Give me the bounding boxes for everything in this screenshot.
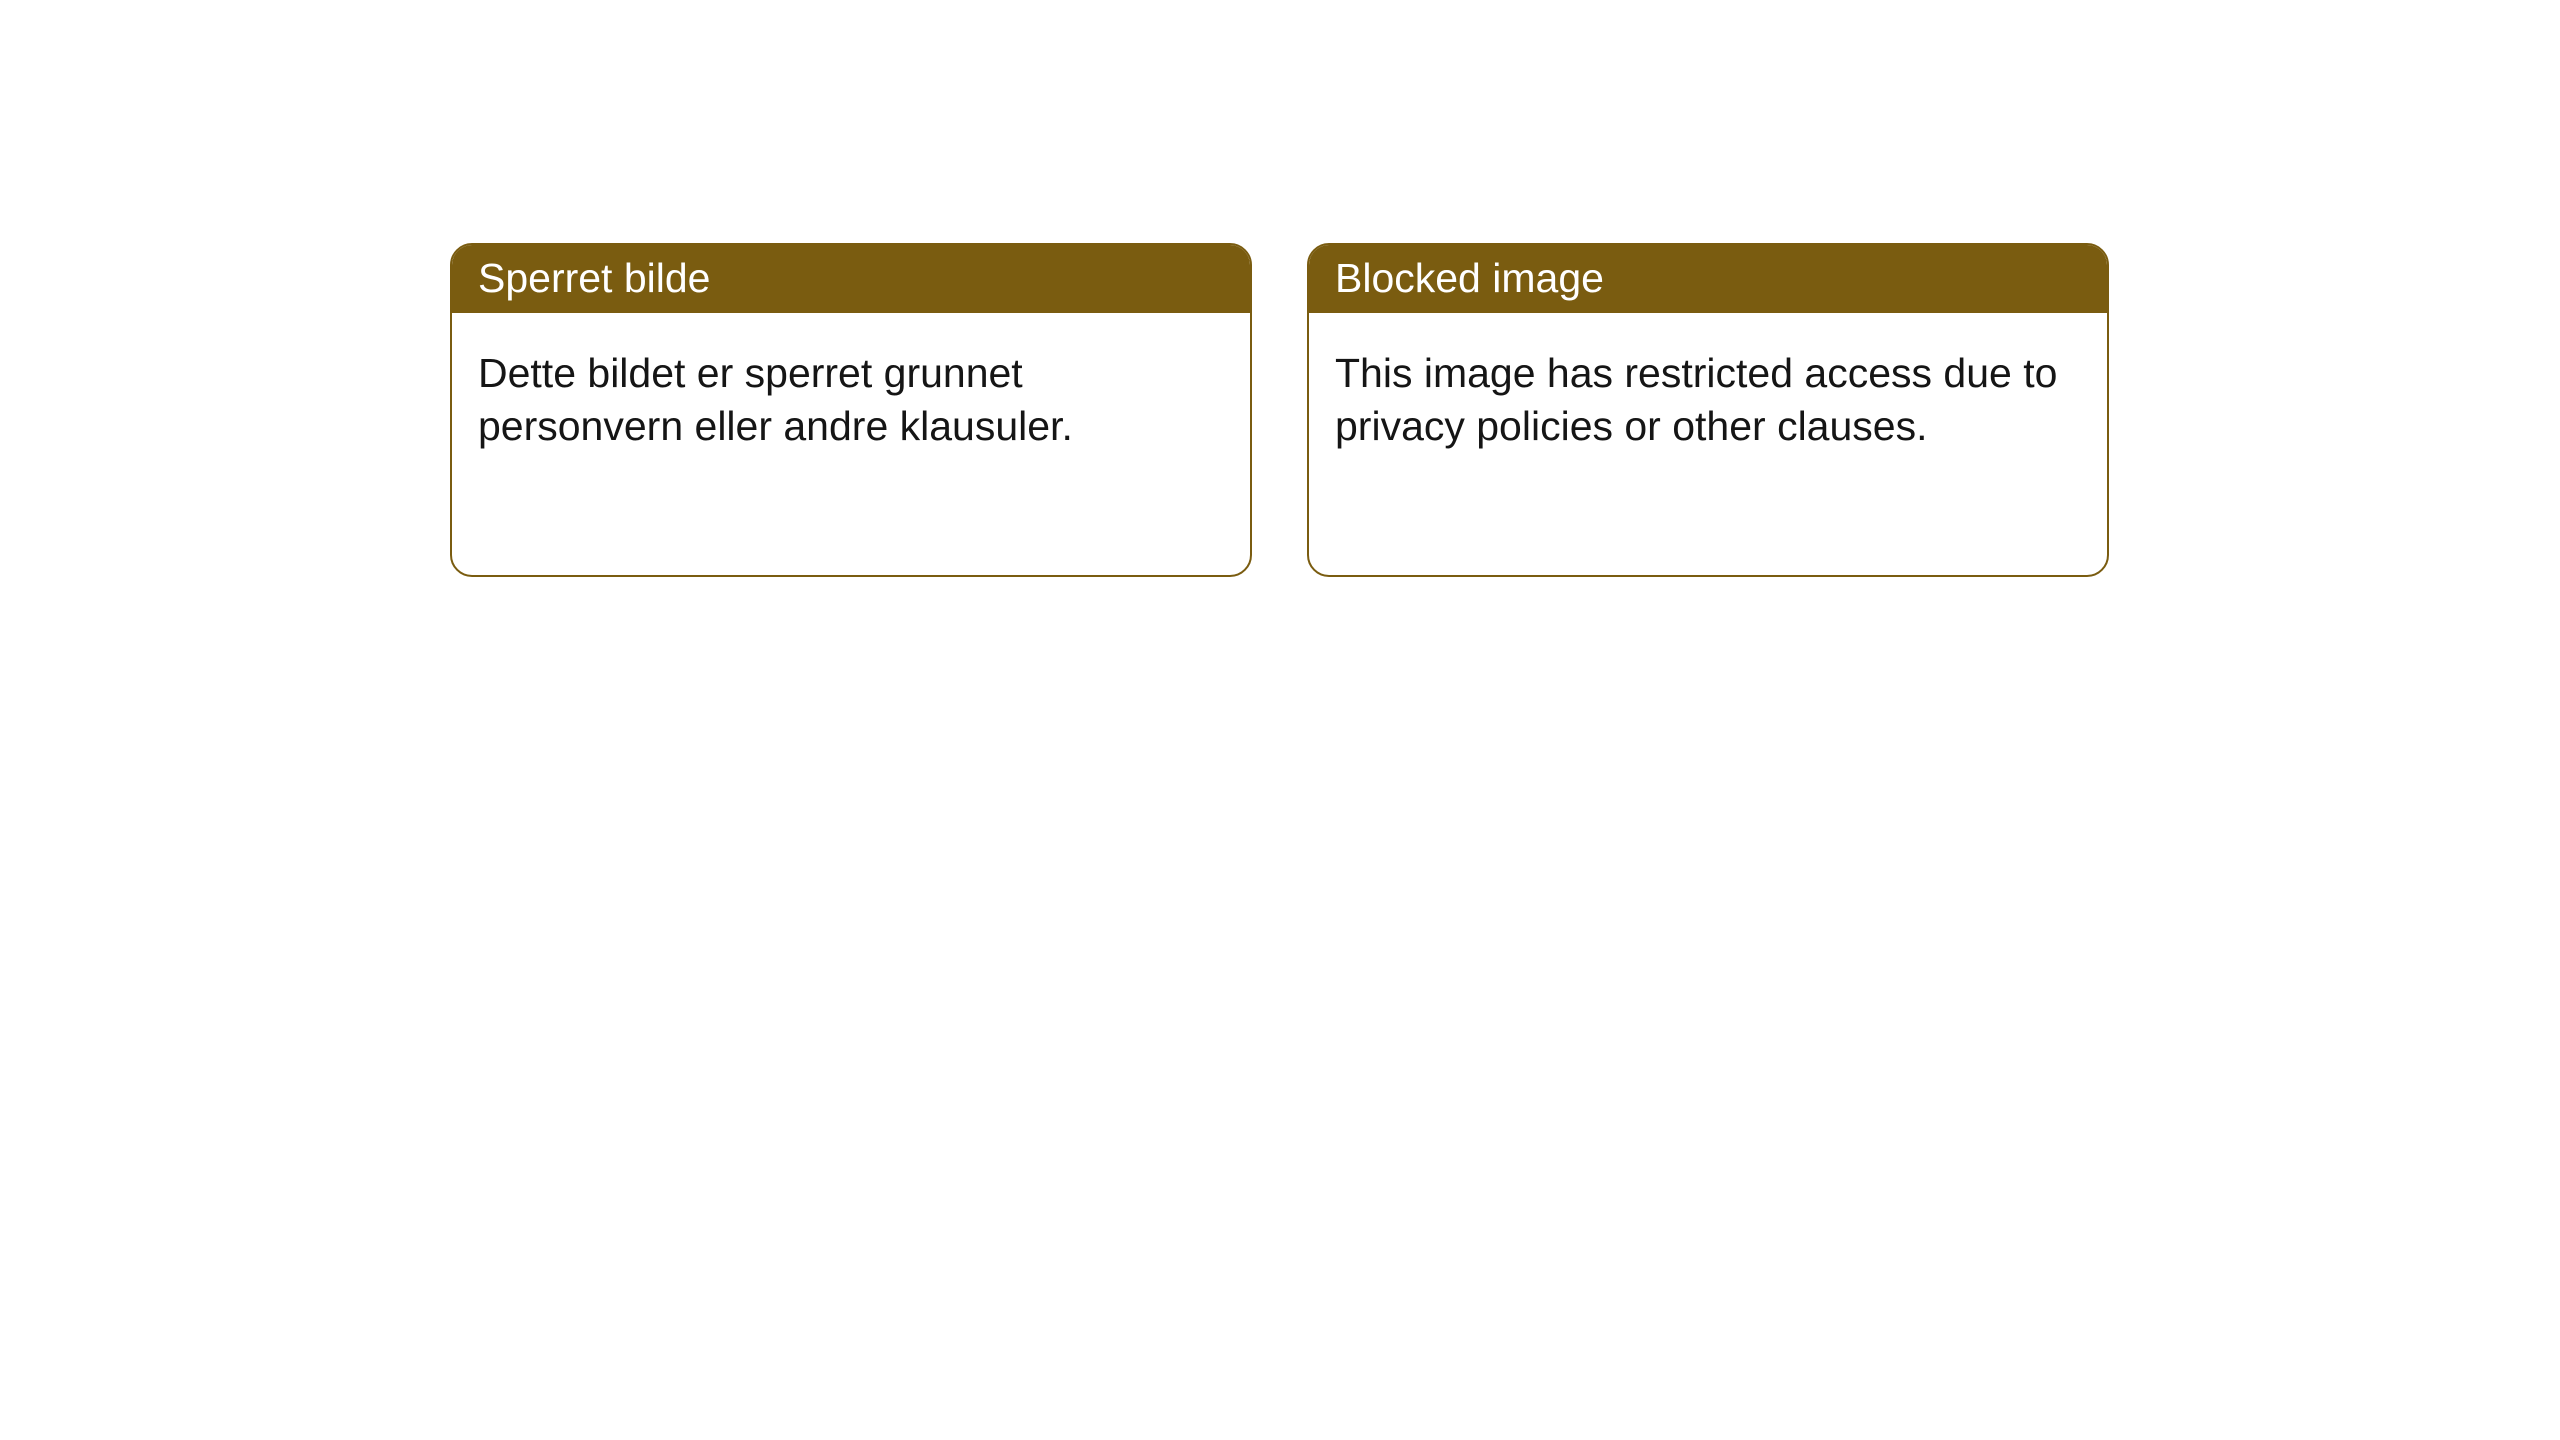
notice-header-norwegian: Sperret bilde <box>452 245 1250 313</box>
notice-body-norwegian: Dette bildet er sperret grunnet personve… <box>452 313 1250 478</box>
notice-container: Sperret bilde Dette bildet er sperret gr… <box>450 243 2109 577</box>
notice-card-english: Blocked image This image has restricted … <box>1307 243 2109 577</box>
notice-card-norwegian: Sperret bilde Dette bildet er sperret gr… <box>450 243 1252 577</box>
notice-header-english: Blocked image <box>1309 245 2107 313</box>
notice-body-english: This image has restricted access due to … <box>1309 313 2107 478</box>
